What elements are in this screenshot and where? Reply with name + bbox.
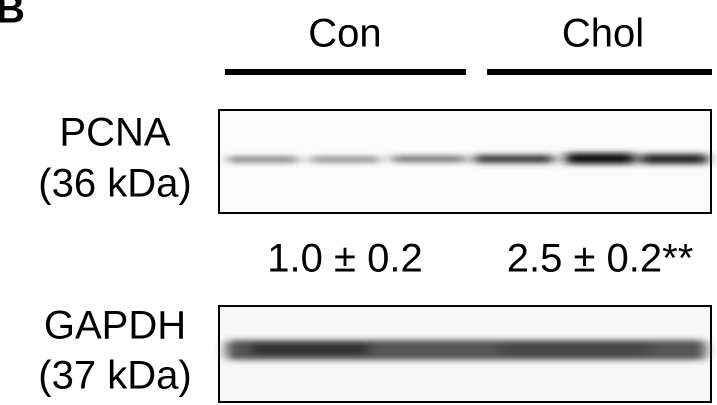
quantification: 1.0 ± 0.2 — [267, 237, 422, 281]
figure-panel: B Con Chol PCNA (36 kDa) 1.0 ± 0.2 2.5 ±… — [0, 0, 717, 405]
size-label: (37 kDa) — [38, 354, 191, 398]
size-label: (36 kDa) — [38, 162, 191, 206]
group-bar — [487, 69, 712, 75]
blot-gapdh — [219, 306, 711, 402]
panel-label: B — [0, 0, 25, 32]
group-bar — [225, 69, 466, 75]
blot-pcna — [219, 110, 711, 213]
quantification: 2.5 ± 0.2** — [507, 237, 694, 281]
group-label: Con — [308, 12, 381, 56]
protein-label: PCNA — [59, 111, 170, 155]
protein-label: GAPDH — [44, 304, 186, 348]
group-label: Chol — [562, 12, 644, 56]
